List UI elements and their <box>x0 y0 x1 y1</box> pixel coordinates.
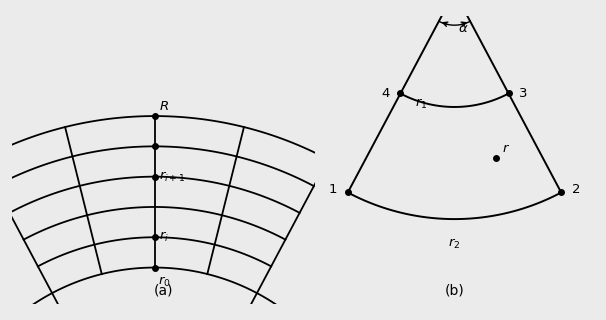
Text: $R$: $R$ <box>159 100 169 113</box>
Text: 4: 4 <box>381 87 390 100</box>
Text: 2: 2 <box>572 183 581 196</box>
Text: $r_0$: $r_0$ <box>158 275 170 289</box>
Text: $r_1$: $r_1$ <box>415 97 427 111</box>
Text: 3: 3 <box>519 87 528 100</box>
Text: $r$: $r$ <box>502 142 510 155</box>
Text: (a): (a) <box>154 284 173 298</box>
Text: $r_{i+1}$: $r_{i+1}$ <box>159 170 185 184</box>
Text: (b): (b) <box>445 284 464 298</box>
Text: $r_i$: $r_i$ <box>159 230 169 244</box>
Text: 1: 1 <box>328 183 337 196</box>
Text: $\alpha$: $\alpha$ <box>458 22 468 35</box>
Text: $r_2$: $r_2$ <box>448 237 461 252</box>
